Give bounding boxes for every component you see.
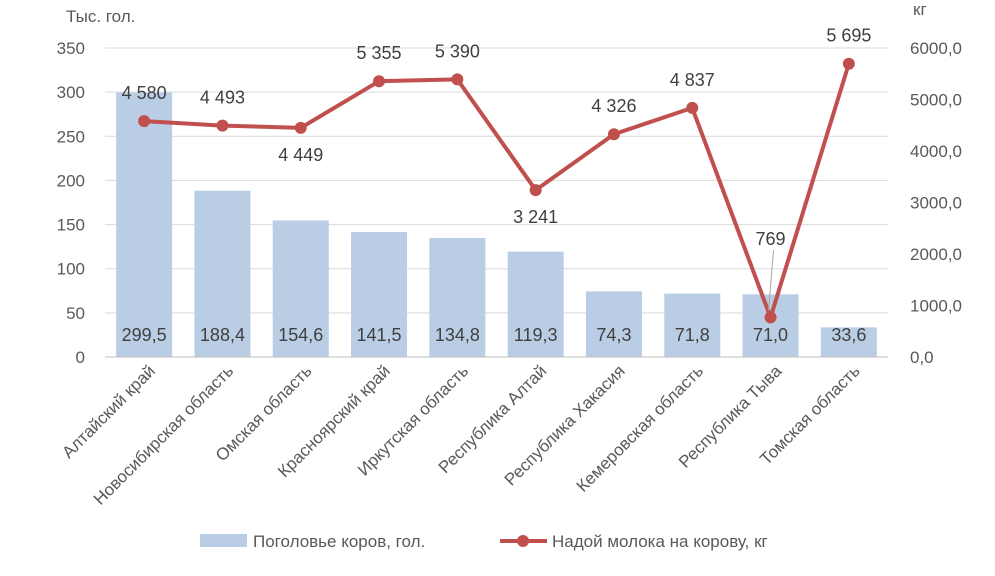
x-category-label: Кемеровская область: [573, 361, 707, 495]
bar: [116, 92, 173, 357]
y-left-tick-label: 0: [76, 348, 85, 367]
line-value-label: 4 326: [591, 96, 636, 116]
line-point: [451, 73, 464, 86]
line-value-label: 769: [756, 229, 786, 249]
legend-label-bars: Поголовье коров, гол.: [253, 532, 425, 551]
series-line: [144, 63, 851, 320]
y-right-tick-label: 0,0: [910, 348, 934, 367]
bar-value-label: 119,3: [514, 325, 558, 345]
bar: [664, 293, 721, 357]
bar-value-label: 71,0: [753, 325, 788, 345]
bar-value-label: 188,4: [200, 325, 245, 345]
y-left-tick-label: 150: [57, 216, 85, 235]
line-point: [294, 121, 307, 134]
bar-value-label: 71,8: [675, 325, 710, 345]
y-right-tick-label: 3000,0: [910, 194, 962, 213]
y-left-tick-label: 350: [57, 39, 85, 58]
y-left-tick-label: 100: [57, 260, 85, 279]
y-right-unit: кг: [913, 0, 927, 19]
line-value-label: 4 837: [670, 70, 715, 90]
bar: [429, 237, 486, 357]
line-point: [686, 101, 699, 114]
line-value-label: 4 493: [200, 88, 245, 108]
bar: [507, 251, 564, 357]
bar-value-label: 134,8: [435, 325, 480, 345]
line-value-label: 4 449: [278, 145, 323, 165]
y-left-tick-label: 250: [57, 127, 85, 146]
y-left-tick-label: 200: [57, 171, 85, 190]
line-point: [842, 57, 855, 70]
legend-label-line: Надой молока на корову, кг: [552, 532, 768, 551]
bar-value-label: 154,6: [278, 325, 323, 345]
bar: [272, 220, 329, 357]
line-point: [607, 128, 620, 141]
y-left-tick-label: 300: [57, 83, 85, 102]
line-value-label: 3 241: [513, 207, 558, 227]
legend-swatch-marker: [517, 535, 529, 547]
line-point: [216, 119, 229, 132]
y-right-tick-label: 5000,0: [910, 91, 962, 110]
y-right-tick-label: 2000,0: [910, 245, 962, 264]
y-left-tick-label: 50: [66, 304, 85, 323]
bar-value-label: 299,5: [122, 325, 167, 345]
legend-swatch-bars: [200, 534, 247, 547]
bar: [820, 327, 877, 357]
x-category-label: Новосибирская область: [90, 361, 237, 508]
y-right-tick-label: 1000,0: [910, 297, 962, 316]
line-value-label: 4 580: [122, 83, 167, 103]
line-point: [529, 184, 542, 197]
bar: [351, 232, 408, 357]
bar: [742, 294, 799, 357]
line-point: [138, 115, 151, 128]
bar-value-label: 33,6: [831, 325, 866, 345]
bar: [194, 190, 251, 357]
bar-value-label: 74,3: [596, 325, 631, 345]
bar: [585, 291, 642, 357]
bar-value-label: 141,5: [357, 325, 402, 345]
y-right-tick-label: 4000,0: [910, 142, 962, 161]
line-value-label: 5 390: [435, 41, 480, 61]
label-leader-line: [768, 249, 775, 311]
line-point: [373, 75, 386, 88]
y-left-unit: Тыс. гол.: [66, 7, 135, 26]
line-value-label: 5 695: [826, 26, 871, 46]
y-right-tick-label: 6000,0: [910, 39, 962, 58]
line-point: [764, 311, 777, 324]
line-value-label: 5 355: [357, 43, 402, 63]
